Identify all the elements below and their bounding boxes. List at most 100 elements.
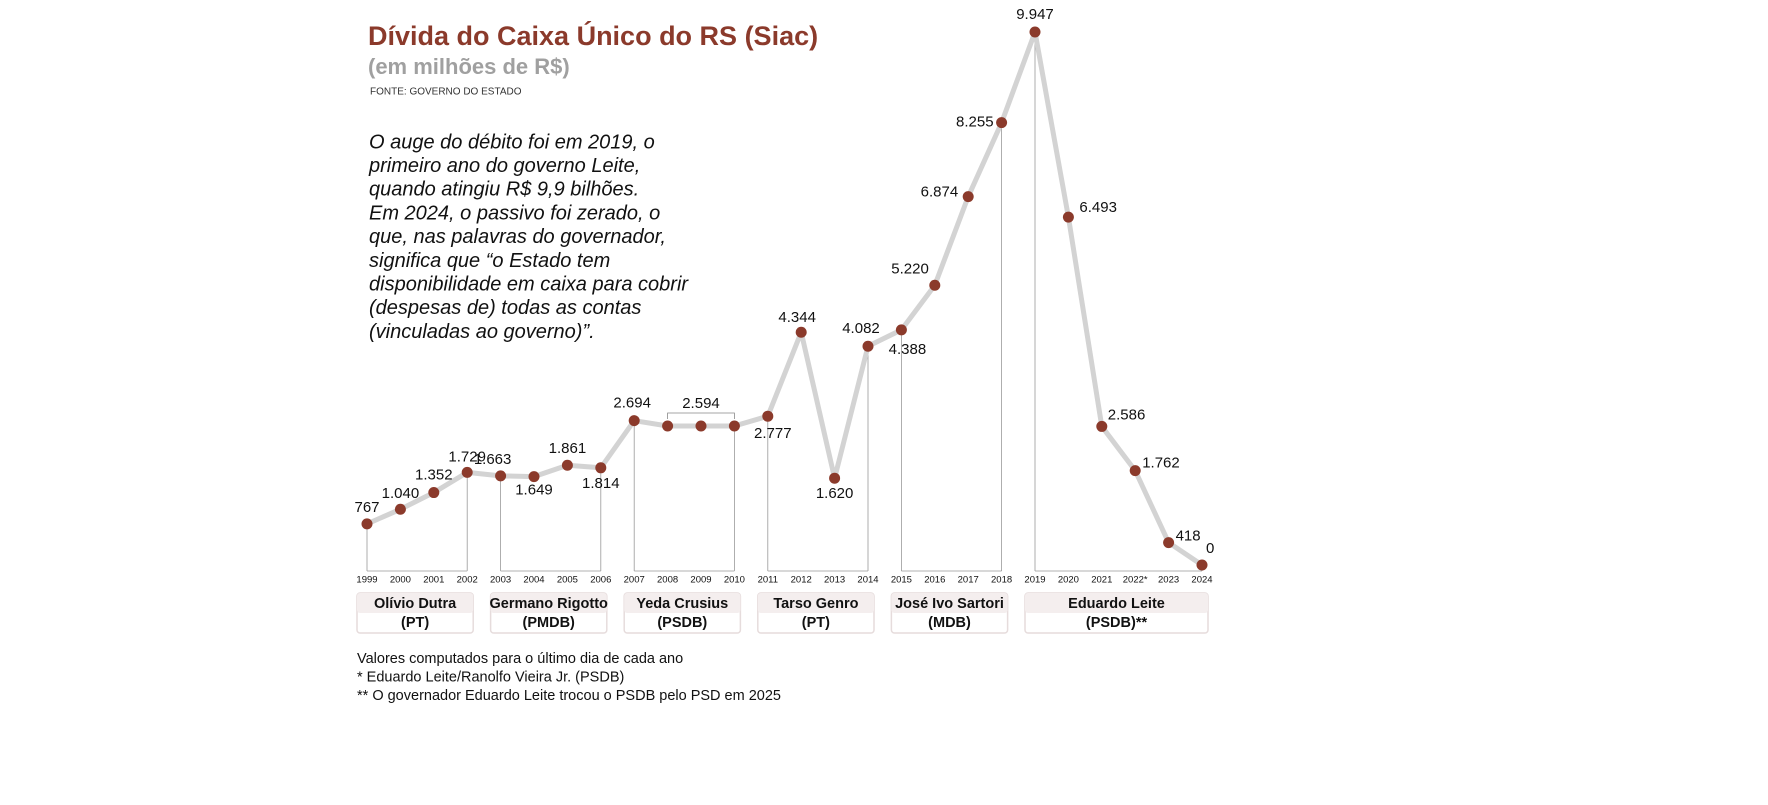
chart-title: Dívida do Caixa Único do RS (Siac) [368,20,818,51]
value-label: 1.729 [448,448,486,465]
value-label: 1.620 [816,485,854,502]
debt-line [365,29,1204,568]
chart-subtitle: (em milhões de R$) [368,54,570,79]
x-tick-label: 2008 [657,575,678,586]
marker [962,191,974,203]
marker [1163,537,1175,549]
x-tick-label: 2023 [1158,575,1179,586]
x-tick-label: 2000 [390,575,411,586]
government-party: (PSDB)** [1086,615,1148,631]
value-label: 1.663 [474,451,512,468]
x-tick-label: 2011 [758,575,778,586]
value-label: 767 [354,499,379,516]
government-name-bg [757,593,874,613]
government-party: (PT) [401,615,429,631]
government-name: Olívio Dutra [374,596,457,612]
marker [795,326,807,338]
x-tick-label: 2001 [423,575,444,586]
x-tick-label: 2022* [1123,575,1148,586]
value-label: 4.344 [778,309,816,326]
marker [929,279,941,291]
government-name: Eduardo Leite [1068,596,1165,612]
marker [428,487,440,499]
x-tick-label: 2015 [891,575,912,586]
description-line: primeiro ano do governo Leite, [368,155,640,177]
value-label: 2.777 [754,425,792,442]
value-label: 0 [1206,540,1214,557]
value-label: 8.255 [956,114,994,131]
x-tick-label: 2013 [824,575,845,586]
marker [361,518,373,530]
marker [728,420,740,432]
government-name: Tarso Genro [773,596,858,612]
value-label: 1.649 [515,482,553,499]
x-tick-label: 1999 [356,575,377,586]
government-name: Yeda Crusius [636,596,728,612]
x-tick-label: 2018 [991,575,1012,586]
government-party: (PMDB) [523,615,576,631]
marker [829,472,841,484]
x-tick-label: 2024 [1191,575,1212,586]
marker [595,462,607,474]
marker [561,459,573,471]
x-tick-label: 2010 [724,575,745,586]
x-tick-label: 2004 [523,575,544,586]
marker [895,324,907,336]
x-tick-label: 2006 [590,575,611,586]
marker [1129,465,1141,477]
value-label: 2.586 [1108,406,1146,423]
value-label: 4.388 [889,341,927,358]
value-label: 5.220 [891,260,929,277]
value-label: 1.352 [415,467,453,484]
description-line: quando atingiu R$ 9,9 bilhões. [369,179,639,201]
x-tick-label: 2017 [958,575,979,586]
value-label: 9.947 [1016,6,1054,23]
description-line: Em 2024, o passivo foi zerado, o [369,202,660,224]
value-label: 1.861 [549,440,587,457]
marker [662,420,674,432]
x-tick-label: 2019 [1024,575,1045,586]
x-tick-label: 2009 [690,575,711,586]
value-label: 418 [1176,528,1201,545]
x-tick-label: 2005 [557,575,578,586]
description-line: (despesas de) todas as contas [369,297,641,319]
marker [762,410,774,422]
value-label: 1.814 [582,475,620,492]
government-name-bg [891,593,1008,613]
marker [394,503,406,515]
government-name-bg [357,593,474,613]
marker [1196,559,1208,571]
government-name-bg [624,593,741,613]
government-name: Germano Rigotto [489,596,608,612]
description-line: que, nas palavras do governador, [369,226,666,248]
description-line: significa que “o Estado tem [369,250,610,272]
bracket [667,412,735,419]
x-tick-label: 2014 [857,575,878,586]
value-label: 1.040 [382,485,420,502]
x-tick-label: 2021 [1091,575,1112,586]
government-party: (PT) [802,615,830,631]
government-party: (MDB) [928,615,971,631]
x-tick-label: 2002 [457,575,478,586]
footnote: Valores computados para o último dia de … [357,651,683,667]
value-label: 2.694 [613,395,651,412]
x-tick-label: 2003 [490,575,511,586]
x-tick-label: 2012 [791,575,812,586]
marker [862,340,874,352]
value-label: 4.082 [842,320,880,337]
government-name: José Ivo Sartori [895,596,1004,612]
marker [461,466,473,478]
marker [628,415,640,427]
footnote: * Eduardo Leite/Ranolfo Vieira Jr. (PSDB… [357,669,624,685]
government-name-bg [490,593,607,613]
value-label: 6.493 [1079,199,1117,216]
source: FONTE: GOVERNO DO ESTADO [370,87,522,98]
x-tick-label: 2016 [924,575,945,586]
x-tick-label: 2020 [1058,575,1079,586]
marker [528,471,540,483]
x-tick-label: 2007 [624,575,645,586]
description-line: (vinculadas ao governo)”. [369,321,595,343]
description-line: disponibilidade em caixa para cobrir [369,273,689,295]
marker [1062,211,1074,223]
